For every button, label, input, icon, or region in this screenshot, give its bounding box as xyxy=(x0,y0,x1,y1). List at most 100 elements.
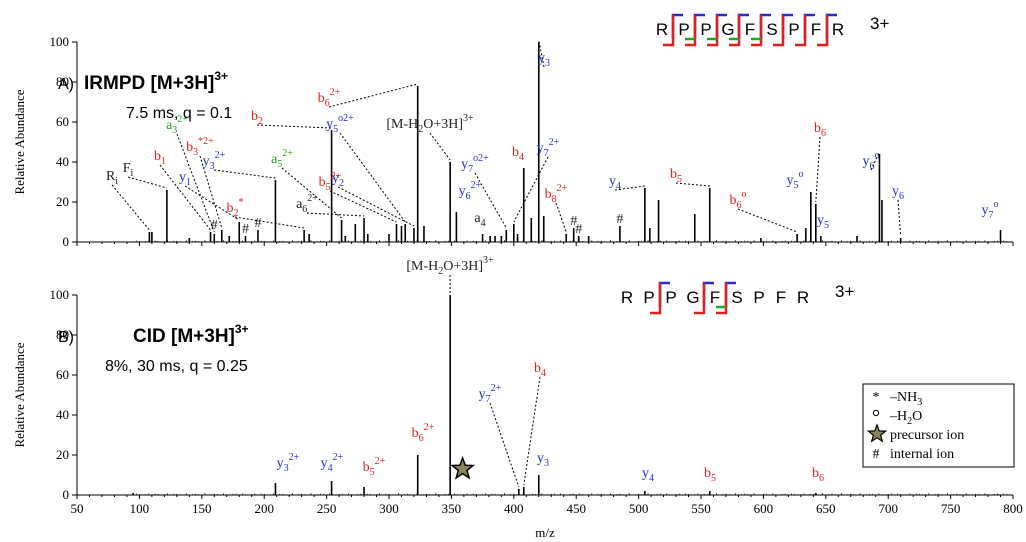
b-cleavage-mark xyxy=(663,15,675,47)
b-cleavage-mark xyxy=(817,15,829,47)
x-tick-label: 450 xyxy=(566,501,586,516)
peak-annotation: y32+ xyxy=(203,150,226,172)
annotation-leader xyxy=(328,83,418,108)
annotation-leader xyxy=(489,402,520,488)
x-axis-label: m/z xyxy=(535,525,555,540)
legend-label: precursor ion xyxy=(890,428,964,443)
x-tick-label: 800 xyxy=(1003,501,1023,516)
precursor-star xyxy=(450,455,476,480)
x-tick-label: 650 xyxy=(816,501,836,516)
peak-annotation: b62+ xyxy=(318,87,341,109)
sequence-residue: R xyxy=(621,288,633,307)
sequence-residue: P xyxy=(753,288,764,307)
annotation-leader xyxy=(523,376,541,486)
y-tick-label: 40 xyxy=(56,407,69,422)
x-tick-label: 150 xyxy=(192,501,212,516)
sequence-residue: P xyxy=(665,288,676,307)
annotation-leader xyxy=(513,156,549,223)
peak-annotation: y2 xyxy=(332,171,344,189)
panel-subtitle: 8%, 30 ms, q = 0.25 xyxy=(105,358,248,375)
sequence-residue: G xyxy=(686,288,699,307)
sequence-residue: P xyxy=(788,20,799,39)
legend-symbol: * xyxy=(873,390,880,405)
peak-annotation: b6 xyxy=(814,121,826,139)
y-tick-label: 60 xyxy=(56,367,69,382)
x-tick-label: 250 xyxy=(317,501,337,516)
peak-annotation: b6o xyxy=(730,189,747,211)
peak-annotation: y72+ xyxy=(479,383,502,405)
peak-annotation: b52+ xyxy=(363,456,386,478)
y-tick-label: 100 xyxy=(50,287,70,302)
peak-annotation: y32+ xyxy=(277,452,300,474)
legend-label: –NH3 xyxy=(889,390,922,408)
peak-annotation: y6o xyxy=(863,150,880,172)
peak-annotation: y4 xyxy=(642,466,654,484)
peak-annotation: b62+ xyxy=(412,422,435,444)
sequence-residue: R xyxy=(656,20,668,39)
annotation-leader xyxy=(870,151,880,171)
internal-ion-hash: # xyxy=(570,214,577,229)
peak-annotation: y5o xyxy=(787,169,804,191)
x-tick-label: 50 xyxy=(71,501,84,516)
x-tick-label: 400 xyxy=(504,501,524,516)
legend-symbol: # xyxy=(873,447,880,462)
b-cleavage-mark xyxy=(685,15,697,47)
sequence-residue: G xyxy=(721,20,734,39)
annotation-leader xyxy=(199,155,223,229)
y-axis-label: Relative Abundance xyxy=(12,342,27,447)
peak-annotation: y5 xyxy=(817,213,829,231)
panel-B: 0 20 40 60 80 100 Relative Abundance 50 100 150 20… xyxy=(12,255,1023,516)
y-tick-label: 100 xyxy=(50,34,70,49)
legend-label: internal ion xyxy=(890,447,954,462)
peak-annotation: y1 xyxy=(179,170,191,188)
y-tick-label: 20 xyxy=(56,194,69,209)
y-axis-label: Relative Abundance xyxy=(12,89,27,194)
internal-ion-hash: # xyxy=(575,222,582,237)
peak-annotation: b4 xyxy=(512,145,524,163)
legend-label: –H2O xyxy=(889,409,922,427)
sequence-residue: R xyxy=(797,288,809,307)
legend-circle-icon xyxy=(872,409,880,417)
sequence-residue: P xyxy=(678,20,689,39)
y-tick-label: 40 xyxy=(56,154,69,169)
internal-ion-hash: # xyxy=(616,212,623,227)
sequence-charge: 3+ xyxy=(835,282,854,301)
panel-label: B) xyxy=(58,329,74,346)
peak-annotation: y5o2+ xyxy=(326,113,354,135)
legend-box xyxy=(862,383,1015,468)
b-cleavage-mark xyxy=(650,283,662,315)
peak-annotation: [M-H2O+3H]3+ xyxy=(406,255,494,277)
peak-annotation: y3 xyxy=(538,51,550,69)
sequence-residue: S xyxy=(766,20,777,39)
annotation-leader xyxy=(897,199,902,237)
b-cleavage-mark xyxy=(729,15,741,47)
peak-annotation: [M-H2O+3H]3+ xyxy=(386,113,474,135)
peak-annotation: b82+ xyxy=(545,183,568,205)
peak-annotation: a4 xyxy=(474,211,485,229)
x-tick-label: 550 xyxy=(691,501,711,516)
b-cleavage-mark xyxy=(795,15,807,47)
b-cleavage-mark xyxy=(751,15,763,47)
internal-ion-hash: # xyxy=(211,218,218,233)
peak-annotation: a62+ xyxy=(296,193,318,215)
y-tick-label: 60 xyxy=(56,114,69,129)
sequence-charge: 3+ xyxy=(870,14,889,33)
x-tick-label: 500 xyxy=(629,501,649,516)
b-cleavage-mark xyxy=(773,15,785,47)
sequence-residue: F xyxy=(710,288,720,307)
annotation-leader xyxy=(339,132,406,223)
peak-annotation: y72+ xyxy=(537,137,560,159)
annotation-leader xyxy=(256,124,332,129)
peak-annotation: b52+ xyxy=(319,171,342,193)
annotation-leader xyxy=(429,132,451,161)
baseline-noise xyxy=(135,493,1008,495)
panel-title: IRMPD [M+3H]3+ xyxy=(84,69,228,94)
y-tick-label: 80 xyxy=(56,74,69,89)
peak-annotation: b1 xyxy=(154,149,166,167)
x-tick-label: 200 xyxy=(254,501,274,516)
annotation-leader xyxy=(176,133,215,233)
peak-annotation: b5 xyxy=(670,167,682,185)
annotation-leader xyxy=(159,164,211,231)
